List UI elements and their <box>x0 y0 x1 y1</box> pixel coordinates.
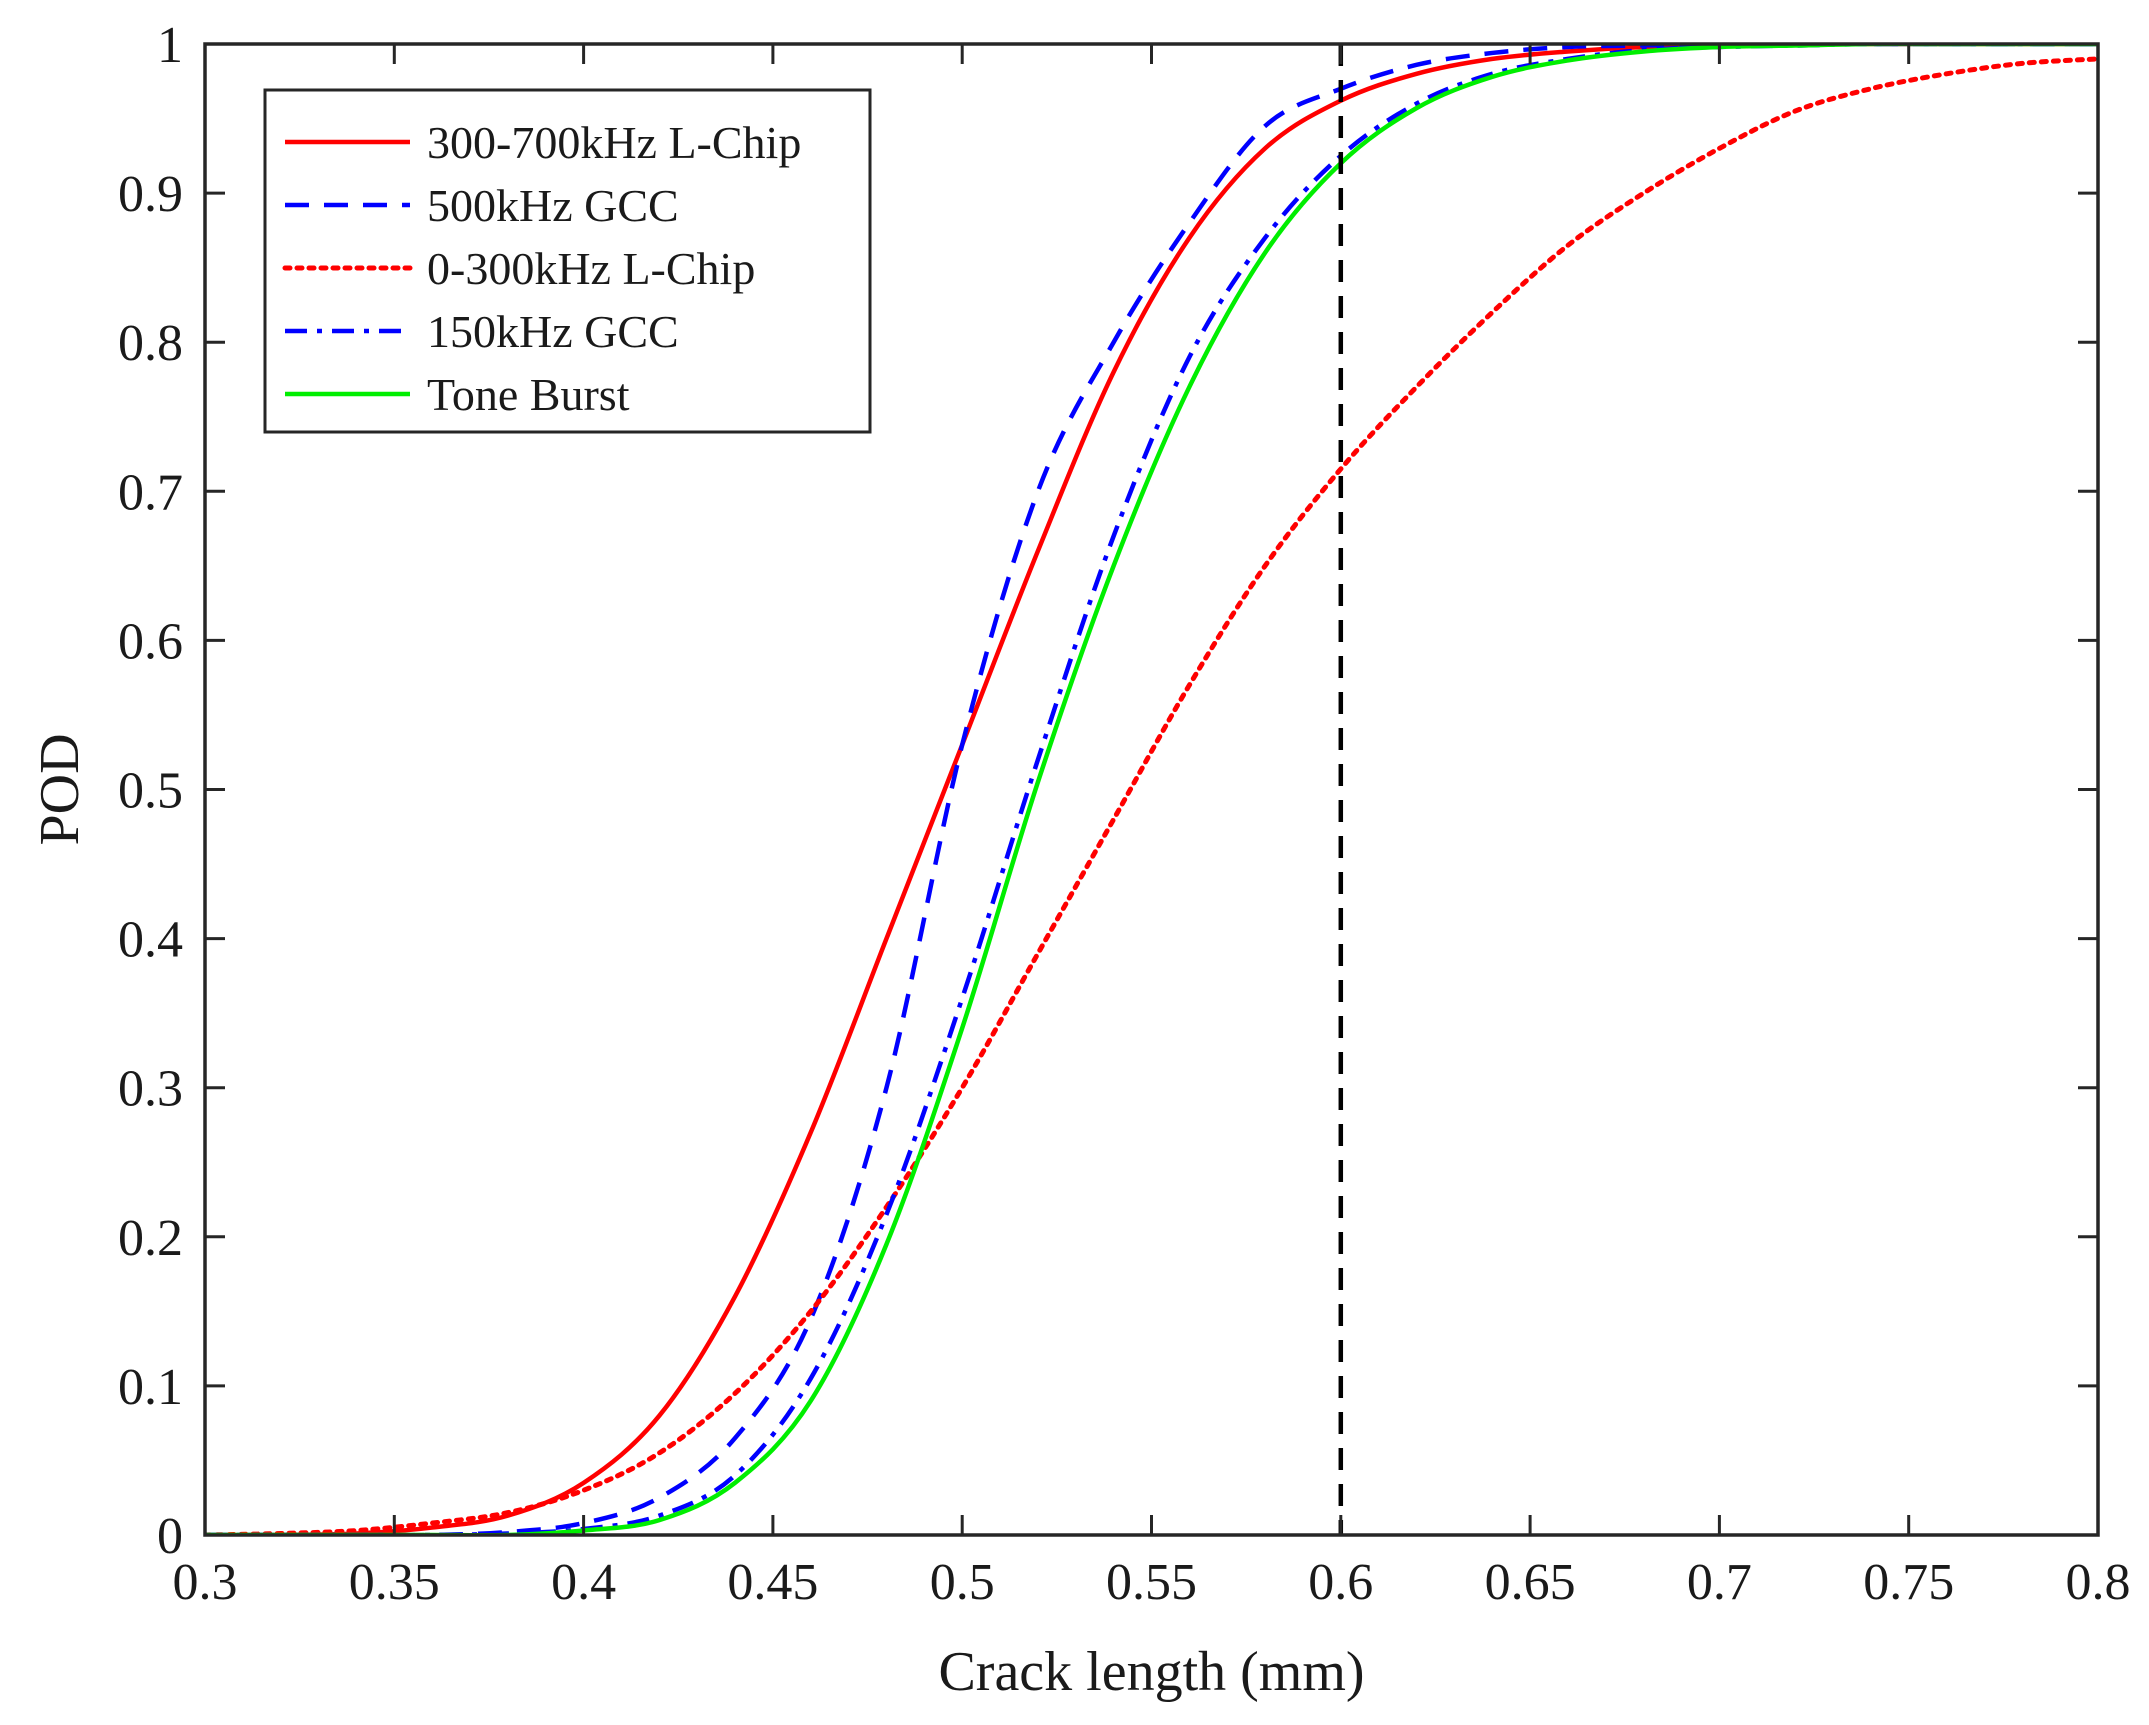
y-axis-title: POD <box>29 733 91 845</box>
y-tick-label: 0.5 <box>118 763 183 820</box>
x-tick-label: 0.4 <box>551 1554 616 1611</box>
series-line-2 <box>205 44 2098 1535</box>
series-line-3 <box>205 56 2098 1535</box>
x-tick-label: 0.3 <box>173 1554 238 1611</box>
legend: 300-700kHz L-Chip 500kHz GCC 0-300kHz L-Ch… <box>263 88 872 434</box>
series-line-5 <box>205 44 2098 1535</box>
legend-box <box>263 88 872 434</box>
x-tick-label: 0.45 <box>727 1554 818 1611</box>
x-tick-label: 0.55 <box>1106 1554 1197 1611</box>
legend-label-1: 300-700kHz L-Chip <box>427 117 801 168</box>
y-tick-label: 0.2 <box>118 1210 183 1267</box>
y-tick-label: 0.4 <box>118 912 183 969</box>
x-tick-label: 0.65 <box>1485 1554 1576 1611</box>
y-tick-label: 0.6 <box>118 613 183 670</box>
y-tick-label: 0.8 <box>118 315 183 372</box>
legend-label-5: Tone Burst <box>427 369 630 420</box>
x-tick-label: 0.6 <box>1308 1554 1373 1611</box>
x-tick-label: 0.35 <box>349 1554 440 1611</box>
y-tick-label: 0.1 <box>118 1359 183 1416</box>
axes: 0.3 0.35 0.4 0.45 0.5 0.55 0.6 0.65 0.7 0.75 0.800… <box>118 17 2131 1611</box>
x-axis-title: Crack length (mm) <box>938 1641 1364 1703</box>
y-tick-label: 0.9 <box>118 166 183 223</box>
y-tick-label: 0 <box>157 1508 183 1565</box>
x-tick-label: 0.8 <box>2066 1554 2131 1611</box>
legend-label-4: 150kHz GCC <box>427 306 679 357</box>
x-tick-label: 0.5 <box>930 1554 995 1611</box>
y-tick-label: 0.7 <box>118 464 183 521</box>
y-tick-label: 0.3 <box>118 1061 183 1118</box>
legend-label-3: 0-300kHz L-Chip <box>427 243 755 294</box>
legend-label-2: 500kHz GCC <box>427 180 679 231</box>
x-tick-label: 0.75 <box>1863 1554 1954 1611</box>
y-tick-label: 1 <box>157 17 183 74</box>
x-tick-label: 0.7 <box>1687 1554 1752 1611</box>
